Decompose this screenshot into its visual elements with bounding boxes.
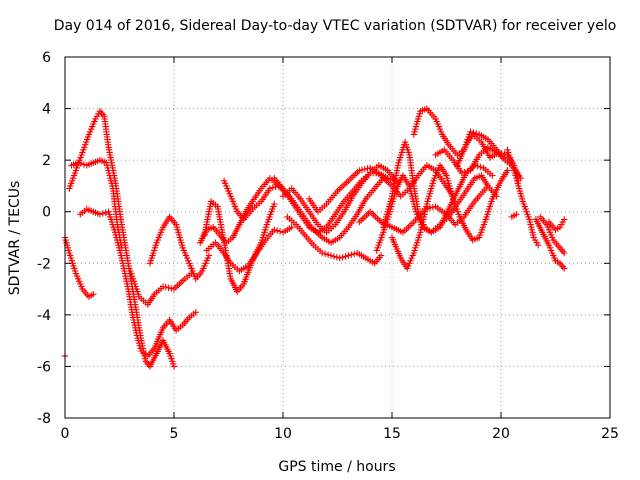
series-markers <box>201 198 278 295</box>
series-track-12 <box>279 162 400 236</box>
series-track-22 <box>504 146 542 249</box>
series-track-23 <box>532 216 568 272</box>
series-markers <box>545 216 568 233</box>
series-track-6 <box>146 213 213 282</box>
y-tick-label: -8 <box>37 411 51 427</box>
series-track-9 <box>201 198 278 295</box>
series-markers <box>388 162 511 272</box>
series-track-18 <box>388 162 511 272</box>
series-markers <box>77 205 199 360</box>
y-tick-label: -4 <box>37 308 51 324</box>
series-markers <box>532 216 568 272</box>
x-tick-label: 10 <box>274 426 292 442</box>
x-tick-label: 20 <box>492 426 510 442</box>
series-markers <box>279 162 400 236</box>
series-markers <box>61 234 97 300</box>
x-tick-label: 5 <box>170 426 179 442</box>
plot-frame <box>64 56 611 419</box>
y-tick-label: -6 <box>37 359 51 375</box>
series-markers <box>284 213 385 267</box>
series-markers <box>68 156 125 251</box>
x-axis-label: GPS time / hours <box>278 459 395 475</box>
series-markers <box>508 211 520 221</box>
y-tick-label: 2 <box>42 153 51 169</box>
y-tick-label: 6 <box>42 50 51 66</box>
y-tick-label: -2 <box>37 256 51 272</box>
y-axis-label: SDTVAR / TECUs <box>7 181 23 296</box>
series-track-26 <box>508 211 520 221</box>
series-track-13 <box>284 213 385 267</box>
y-tick-label: 4 <box>42 102 51 118</box>
data-series <box>61 105 568 370</box>
series-markers <box>504 146 542 249</box>
y-tick-label: 0 <box>42 205 51 221</box>
chart-title: Day 014 of 2016, Sidereal Day-to-day VTE… <box>54 18 617 34</box>
series-track-24 <box>537 213 568 257</box>
series-track-3 <box>68 156 125 251</box>
series-track-5 <box>127 267 195 308</box>
series-markers <box>127 267 195 308</box>
x-tick-label: 15 <box>383 426 401 442</box>
axis-ticks: 0 5 10 15 20 25 -8 -6 -4 -2 0 2 4 6 <box>37 50 619 442</box>
series-track-4 <box>77 205 199 360</box>
x-tick-label: 25 <box>601 426 619 442</box>
series-markers <box>146 213 213 282</box>
series-track-1 <box>61 234 97 300</box>
series-markers <box>537 213 568 257</box>
x-tick-label: 0 <box>61 426 70 442</box>
series-track-25 <box>545 216 568 233</box>
